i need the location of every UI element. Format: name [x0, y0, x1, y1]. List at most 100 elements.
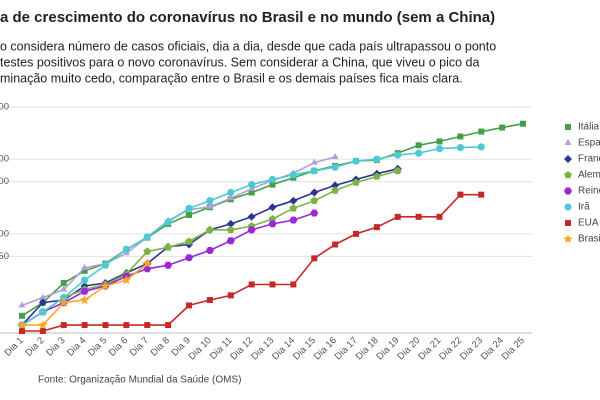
- x-tick-label: Dia 21: [416, 335, 443, 362]
- point: [60, 322, 67, 329]
- point: [206, 225, 214, 234]
- point: [186, 211, 192, 218]
- point: [143, 233, 151, 241]
- point: [436, 213, 443, 220]
- point: [415, 149, 423, 157]
- point: [100, 281, 111, 291]
- point: [206, 297, 213, 304]
- point: [393, 166, 402, 175]
- point: [81, 263, 89, 270]
- legend-label: Françi: [578, 154, 600, 165]
- point: [477, 143, 485, 151]
- point: [81, 276, 89, 284]
- point: [101, 261, 110, 269]
- x-tick-label: Dia 22: [437, 335, 464, 362]
- x-tick-label: Dia 3: [44, 335, 67, 358]
- point: [289, 216, 298, 224]
- point: [268, 203, 277, 212]
- x-tick-label: Dia 2: [23, 335, 46, 358]
- point: [564, 203, 572, 211]
- point: [564, 171, 572, 179]
- point: [123, 322, 130, 329]
- point: [478, 128, 485, 135]
- point: [227, 292, 234, 299]
- x-tick-label: Dia 17: [333, 335, 360, 362]
- point: [394, 213, 401, 220]
- point: [310, 188, 319, 197]
- point: [415, 213, 422, 220]
- point: [289, 196, 298, 205]
- point: [332, 241, 339, 248]
- point: [81, 322, 88, 329]
- point: [310, 158, 318, 165]
- point: [331, 153, 339, 159]
- point: [38, 320, 48, 330]
- x-tick-label: Dia 4: [65, 335, 88, 358]
- point: [331, 163, 339, 171]
- point: [268, 220, 277, 228]
- point: [565, 220, 571, 226]
- point: [144, 322, 151, 329]
- y-tick-label: 1000: [0, 154, 9, 165]
- x-tick-label: Dia 15: [291, 335, 318, 362]
- point: [310, 196, 319, 204]
- source: Fonte: Organização Mundial da Saúde (OMS…: [38, 375, 241, 386]
- point: [59, 297, 69, 307]
- point: [247, 212, 256, 221]
- subtitle: testes positivos para o novo coronavírus…: [0, 55, 479, 69]
- point: [19, 328, 25, 334]
- point: [563, 234, 573, 243]
- point: [60, 294, 68, 302]
- point: [290, 281, 297, 288]
- point: [373, 172, 381, 180]
- x-tick-label: Dia 13: [249, 335, 276, 362]
- point: [352, 157, 360, 165]
- point: [268, 175, 277, 184]
- point: [164, 261, 173, 269]
- legend-label: Brasil: [578, 234, 600, 245]
- point: [269, 281, 276, 288]
- x-tick-label: Dia 25: [500, 335, 527, 362]
- point: [415, 142, 422, 149]
- point: [352, 178, 360, 186]
- point: [310, 209, 319, 217]
- point: [248, 281, 255, 288]
- point: [353, 230, 359, 237]
- point: [122, 245, 130, 253]
- point: [227, 194, 235, 201]
- point: [457, 191, 464, 198]
- point: [565, 124, 571, 130]
- point: [19, 312, 25, 319]
- point: [185, 254, 193, 262]
- point: [186, 302, 192, 309]
- point: [311, 255, 318, 262]
- legend-label: Irã: [578, 202, 590, 213]
- legend-label: Reino: [578, 186, 600, 197]
- y-tick-label: 100: [0, 228, 9, 239]
- point: [143, 265, 152, 273]
- point: [226, 225, 235, 234]
- chart-title: a de crescimento do coronavírus no Brasi…: [0, 9, 495, 26]
- subtitle: minação muito cedo, comparação entre o B…: [0, 71, 463, 85]
- x-tick-label: Dia 20: [395, 335, 422, 362]
- y-tick-label: 500: [0, 176, 9, 187]
- point: [165, 322, 172, 329]
- legend-label: Alema: [578, 170, 600, 181]
- point: [142, 258, 152, 268]
- x-tick-label: Dia 12: [228, 335, 255, 362]
- point: [164, 218, 172, 226]
- series-line: [21, 146, 482, 326]
- point: [60, 279, 67, 286]
- point: [38, 298, 47, 307]
- point: [247, 226, 256, 234]
- x-tick-label: Dia 1: [2, 335, 25, 358]
- x-tick-label: Dia 6: [107, 335, 130, 358]
- x-tick-label: Dia 8: [149, 335, 172, 358]
- point: [499, 124, 506, 131]
- point: [520, 120, 526, 127]
- x-tick-label: Dia 16: [312, 335, 339, 362]
- point: [206, 197, 214, 205]
- point: [269, 181, 276, 188]
- point: [457, 133, 464, 140]
